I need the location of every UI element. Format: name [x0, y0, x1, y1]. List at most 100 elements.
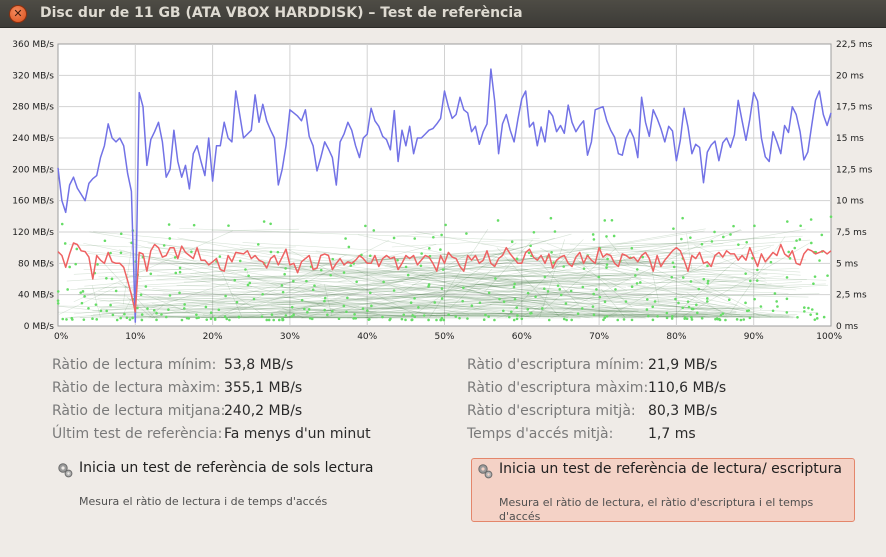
access-time-point — [482, 318, 486, 322]
access-time-point — [140, 318, 144, 322]
access-time-point — [56, 290, 60, 293]
access-time-point — [507, 315, 511, 319]
seek-line — [449, 268, 493, 309]
seek-line — [119, 249, 335, 310]
access-time-point — [292, 279, 295, 283]
access-time-point — [653, 300, 657, 303]
seek-line — [295, 269, 646, 287]
access-time-point — [404, 318, 407, 322]
access-time-point — [310, 317, 314, 321]
seek-line — [79, 313, 708, 318]
seek-line — [123, 286, 295, 305]
right-tick-label: 12,5 ms — [836, 165, 873, 175]
access-time-point — [205, 318, 209, 321]
right-tick-label: 5 ms — [836, 259, 858, 269]
seek-line — [282, 292, 570, 318]
access-time-point — [111, 313, 115, 317]
access-time-point — [442, 318, 446, 322]
access-time-point — [700, 242, 704, 246]
read-only-benchmark-button[interactable]: Inicia un test de referència de sols lec… — [52, 458, 437, 522]
seek-line — [391, 238, 540, 248]
access-time-point — [218, 255, 222, 258]
access-time-point — [672, 265, 676, 269]
access-time-point — [366, 309, 369, 312]
access-time-point — [119, 251, 123, 255]
access-time-point — [458, 316, 461, 320]
access-time-point — [753, 297, 756, 301]
seek-line — [78, 294, 639, 312]
access-time-point — [427, 318, 430, 322]
seek-line — [146, 313, 191, 319]
access-time-point — [223, 315, 227, 319]
access-time-point — [550, 250, 553, 254]
write-avg-label: Ràtio d'escriptura mitjà: — [467, 403, 636, 419]
seek-line — [370, 289, 481, 306]
access-time-point — [795, 239, 798, 242]
seek-line — [250, 260, 721, 312]
access-time-point — [435, 318, 438, 322]
close-icon[interactable]: ✕ — [9, 5, 27, 23]
write-min-value: 21,9 MB/s — [648, 357, 718, 373]
seek-line — [69, 296, 491, 319]
access-time-point — [769, 260, 773, 264]
seek-line — [152, 288, 452, 316]
seek-line — [623, 257, 768, 283]
seek-line — [242, 242, 801, 276]
access-time-point — [558, 287, 562, 291]
access-time-point — [270, 313, 274, 316]
access-time-point — [592, 238, 596, 241]
access-time-point — [75, 247, 79, 251]
seek-line — [211, 228, 299, 232]
seek-line — [418, 258, 689, 264]
seek-line — [176, 285, 809, 298]
seek-line — [270, 313, 647, 319]
seek-line — [246, 270, 249, 275]
read-only-benchmark-title: Inicia un test de referència de sols lec… — [79, 460, 374, 476]
seek-line — [239, 247, 740, 308]
seek-line — [177, 237, 615, 318]
seek-line — [202, 289, 364, 315]
seek-line — [73, 230, 233, 302]
right-tick-label: 10 ms — [836, 197, 864, 207]
seek-line — [481, 265, 797, 291]
access-time-point — [462, 286, 465, 290]
seek-line — [621, 312, 737, 319]
access-time-point — [119, 316, 122, 320]
access-time-point — [267, 318, 271, 322]
access-time-point — [419, 264, 423, 268]
seek-line — [190, 273, 679, 319]
access-time-point — [164, 315, 168, 319]
seek-line — [285, 239, 390, 294]
access-time-point — [565, 318, 568, 322]
access-time-point — [515, 257, 519, 261]
access-time-point — [706, 297, 709, 300]
access-time-point — [136, 306, 139, 310]
access-time-point — [280, 284, 284, 287]
access-time-point — [526, 308, 530, 311]
read-write-benchmark-button[interactable]: Inicia un test de referència de lectura/… — [471, 458, 855, 523]
seek-line — [201, 260, 659, 280]
access-time-point — [603, 316, 607, 320]
access-time-point — [323, 308, 326, 312]
seek-line — [182, 314, 500, 318]
seek-line — [80, 292, 212, 302]
access-time-point — [466, 317, 469, 320]
access-time-point — [413, 315, 417, 319]
access-time-point — [209, 311, 213, 314]
seek-line — [98, 274, 653, 278]
access-time-point — [798, 238, 802, 241]
seek-line — [313, 269, 629, 280]
access-time-point — [812, 282, 815, 286]
access-time-point — [570, 318, 573, 322]
access-time-label: Temps d'accés mitjà: — [467, 426, 614, 442]
seek-line — [598, 315, 791, 318]
access-time-point — [706, 264, 709, 268]
access-time-point — [809, 313, 812, 316]
access-time-point — [246, 283, 250, 287]
seek-line — [138, 242, 681, 299]
seek-line — [66, 236, 775, 282]
access-time-point — [331, 309, 334, 313]
access-time-point — [744, 272, 747, 275]
access-time-point — [510, 240, 514, 244]
access-time-point — [209, 317, 213, 321]
